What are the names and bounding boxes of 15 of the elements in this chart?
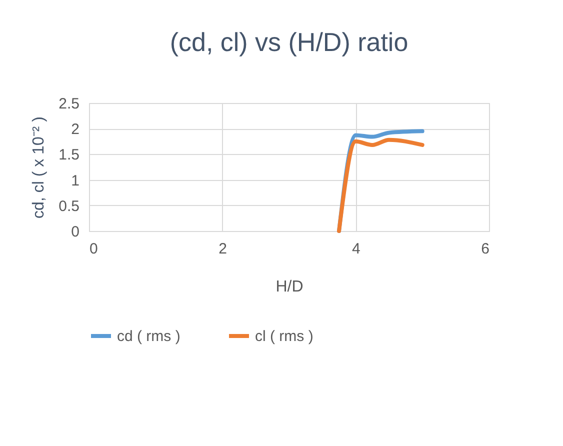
- y-tick-label: 1.5: [58, 146, 80, 164]
- y-tick-label: 1: [71, 172, 80, 190]
- y-tick-label: 0: [71, 224, 80, 240]
- chart-title: (cd, cl) vs (H/D) ratio: [170, 27, 408, 57]
- y-tick-label: 2.5: [58, 96, 80, 112]
- y-tick-label: 0.5: [58, 198, 80, 215]
- y-axis-title: cd, cl ( x 10⁻² ): [30, 116, 48, 218]
- y-tick-label: 2: [71, 121, 80, 138]
- x-tick-label: 6: [481, 240, 490, 258]
- x-tick-label: 4: [352, 240, 360, 258]
- x-axis-title: H/D: [276, 278, 304, 296]
- x-tick-label: 0: [90, 240, 98, 258]
- x-tick-label: 2: [218, 240, 228, 258]
- legend-label: cl ( rms ): [255, 328, 314, 345]
- legend-label: cd ( rms ): [117, 328, 180, 345]
